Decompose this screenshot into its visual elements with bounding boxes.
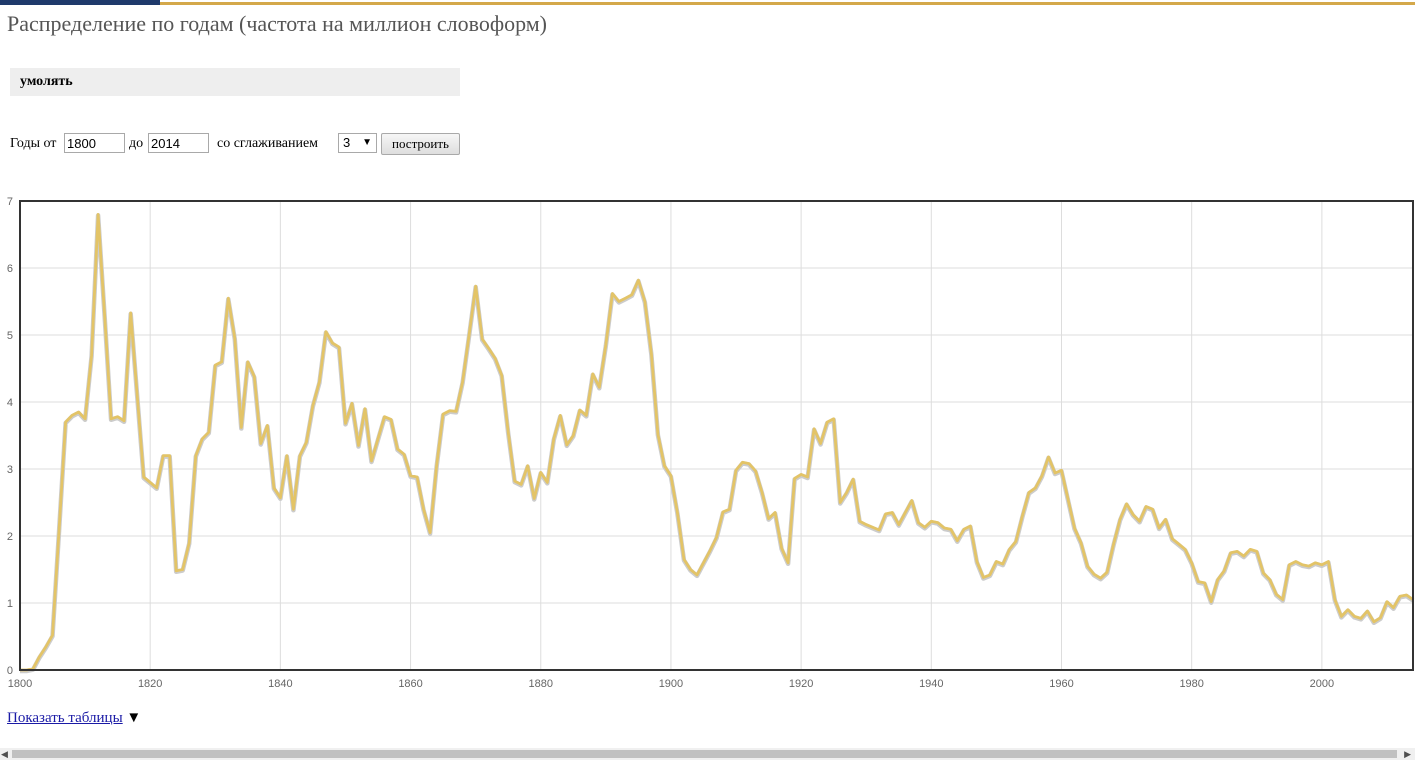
frequency-line-chart: 0 1 2 3 4 5 6 7 1800 1820 1840 1860 1880 1900 1920 194… (7, 196, 1415, 690)
scroll-left-icon[interactable]: ◀ (1, 749, 8, 759)
x-tick-label: 1880 (529, 678, 553, 690)
chart-frame (19, 200, 1414, 671)
top-accent-stripe (160, 2, 1415, 5)
y-tick-label: 4 (7, 397, 13, 409)
chevron-down-icon: ▼ (362, 137, 372, 148)
x-axis-ticks: 1800 1820 1840 1860 1880 1900 1920 1940 1960 1980… (8, 678, 1334, 690)
x-tick-label: 1940 (919, 678, 943, 690)
y-tick-label: 0 (7, 665, 13, 677)
build-button[interactable]: построить (381, 133, 460, 155)
y-tick-label: 5 (7, 330, 13, 342)
page-title: Распределение по годам (частота на милли… (7, 11, 548, 36)
x-tick-label: 1840 (268, 678, 292, 690)
year-to-input[interactable] (148, 133, 209, 153)
scroll-right-icon[interactable]: ▶ (1404, 749, 1411, 759)
smoothing-select[interactable]: 3 ▼ (338, 133, 377, 153)
chart-grid (19, 200, 1413, 671)
scrollbar-thumb[interactable] (12, 750, 1397, 758)
series-line (20, 213, 1414, 672)
y-tick-label: 3 (7, 464, 13, 476)
show-tables-toggle: Показать таблицы ▼ (7, 710, 141, 727)
y-tick-label: 6 (7, 263, 13, 275)
x-tick-label: 2000 (1310, 678, 1334, 690)
years-from-label: Годы от (10, 136, 57, 151)
horizontal-scrollbar[interactable]: ◀ ▶ (0, 748, 1415, 760)
y-tick-label: 1 (7, 598, 13, 610)
y-axis-ticks: 0 1 2 3 4 5 6 7 (7, 196, 13, 677)
query-word-box: умолять (10, 68, 460, 96)
x-tick-label: 1960 (1049, 678, 1073, 690)
smoothing-select-value: 3 (343, 135, 351, 150)
x-tick-label: 1860 (398, 678, 422, 690)
x-tick-label: 1920 (789, 678, 813, 690)
x-tick-label: 1820 (138, 678, 162, 690)
x-tick-label: 1800 (8, 678, 32, 690)
show-tables-link[interactable]: Показать таблицы (7, 710, 123, 726)
year-from-input[interactable] (64, 133, 125, 153)
query-word: умолять (20, 74, 73, 89)
y-tick-label: 7 (7, 196, 13, 208)
toggle-arrow-icon: ▼ (126, 710, 142, 726)
smoothing-label: со сглаживанием (217, 136, 319, 151)
top-accent-bar (0, 0, 160, 5)
x-tick-label: 1980 (1179, 678, 1203, 690)
y-tick-label: 2 (7, 531, 13, 543)
years-to-label: до (129, 136, 144, 151)
x-tick-label: 1900 (659, 678, 683, 690)
